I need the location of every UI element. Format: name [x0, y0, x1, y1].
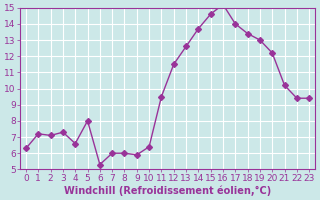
X-axis label: Windchill (Refroidissement éolien,°C): Windchill (Refroidissement éolien,°C)	[64, 185, 271, 196]
